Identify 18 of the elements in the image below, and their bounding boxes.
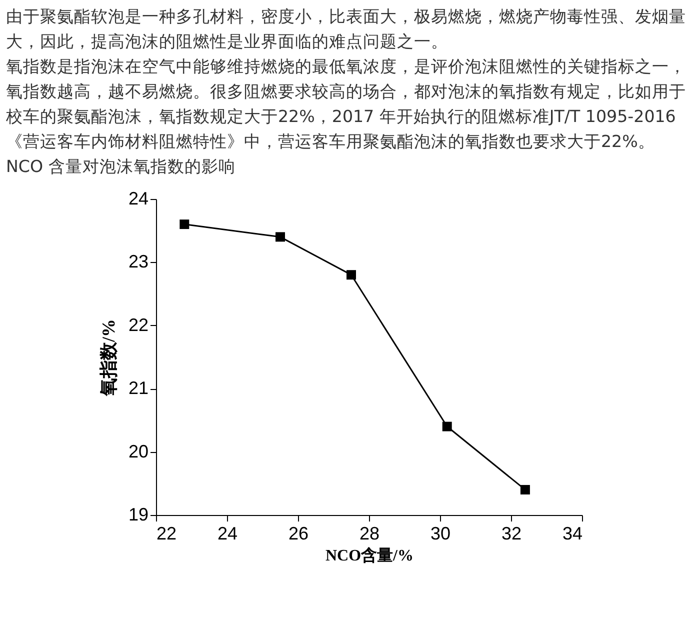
text: 氧指数是指泡沫在空气中能够维持燃烧的最低氧浓度，是评价泡沫阻燃性的关键指标之一，氧指数越高，越不易燃烧。很多阻燃要求较高的场合，都对泡沫的氧指数有规定，比如用于校车的聚氨酯泡沫，氧指数规定大于22%，2017 年开始执行的阻燃标准JT/T 1095-2016《营运客车内饰材料阻燃特性》中，营运客车用聚氨酯泡沫的氧指数也要求大于22%。 xyxy=(6,56,686,153)
x-axis-title: NCO含量/% xyxy=(326,546,414,564)
x-tick-label: 28 xyxy=(359,524,380,544)
x-tick-label: 24 xyxy=(217,524,238,544)
x-tick-label: 32 xyxy=(501,524,522,544)
x-tick-label: 26 xyxy=(288,524,309,544)
text: 由于聚氨酯软泡是一种多孔材料，密度小，比表面大，极易燃烧，燃烧产物毒性强、发烟量大，因此，提高泡沫的阻燃性是业界面临的难点问题之一。 xyxy=(6,6,686,53)
y-axis-title: 氧指数/% xyxy=(98,318,118,398)
chart-title: NCO 含量对泡沫氧指数的影响 xyxy=(6,156,236,178)
x-tick-label: 30 xyxy=(430,524,451,544)
x-tick-label: 22 xyxy=(156,524,177,544)
y-tick-label: 23 xyxy=(128,252,148,272)
y-tick-label: 22 xyxy=(128,314,148,335)
y-tick-label: 19 xyxy=(128,504,148,524)
x-tick-label: 34 xyxy=(562,524,582,544)
y-tick-label: 20 xyxy=(128,441,148,462)
y-tick-label: 24 xyxy=(128,188,148,208)
y-tick-label: 21 xyxy=(128,378,148,398)
